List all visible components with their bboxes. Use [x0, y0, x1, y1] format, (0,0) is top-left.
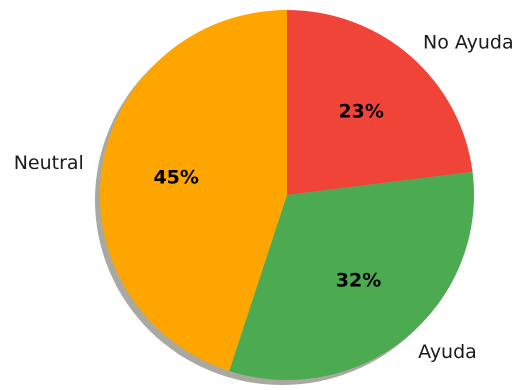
pct-label-ayuda: 32%: [336, 270, 381, 292]
category-label-no-ayuda: No Ayuda: [423, 31, 514, 53]
pie-slice-no-ayuda: [287, 10, 473, 195]
category-label-neutral: Neutral: [14, 152, 84, 174]
category-label-ayuda: Ayuda: [418, 341, 477, 363]
pct-label-neutral: 45%: [153, 167, 198, 189]
pie-slice-ayuda: [229, 171, 475, 381]
pct-label-no-ayuda: 23%: [338, 101, 383, 123]
pie-category-labels: No Ayuda Ayuda Neutral: [14, 31, 514, 362]
pie-slices: [99, 10, 475, 381]
pie-slice-neutral: [99, 10, 287, 371]
pie-percent-labels: 23% 32% 45%: [153, 101, 384, 292]
